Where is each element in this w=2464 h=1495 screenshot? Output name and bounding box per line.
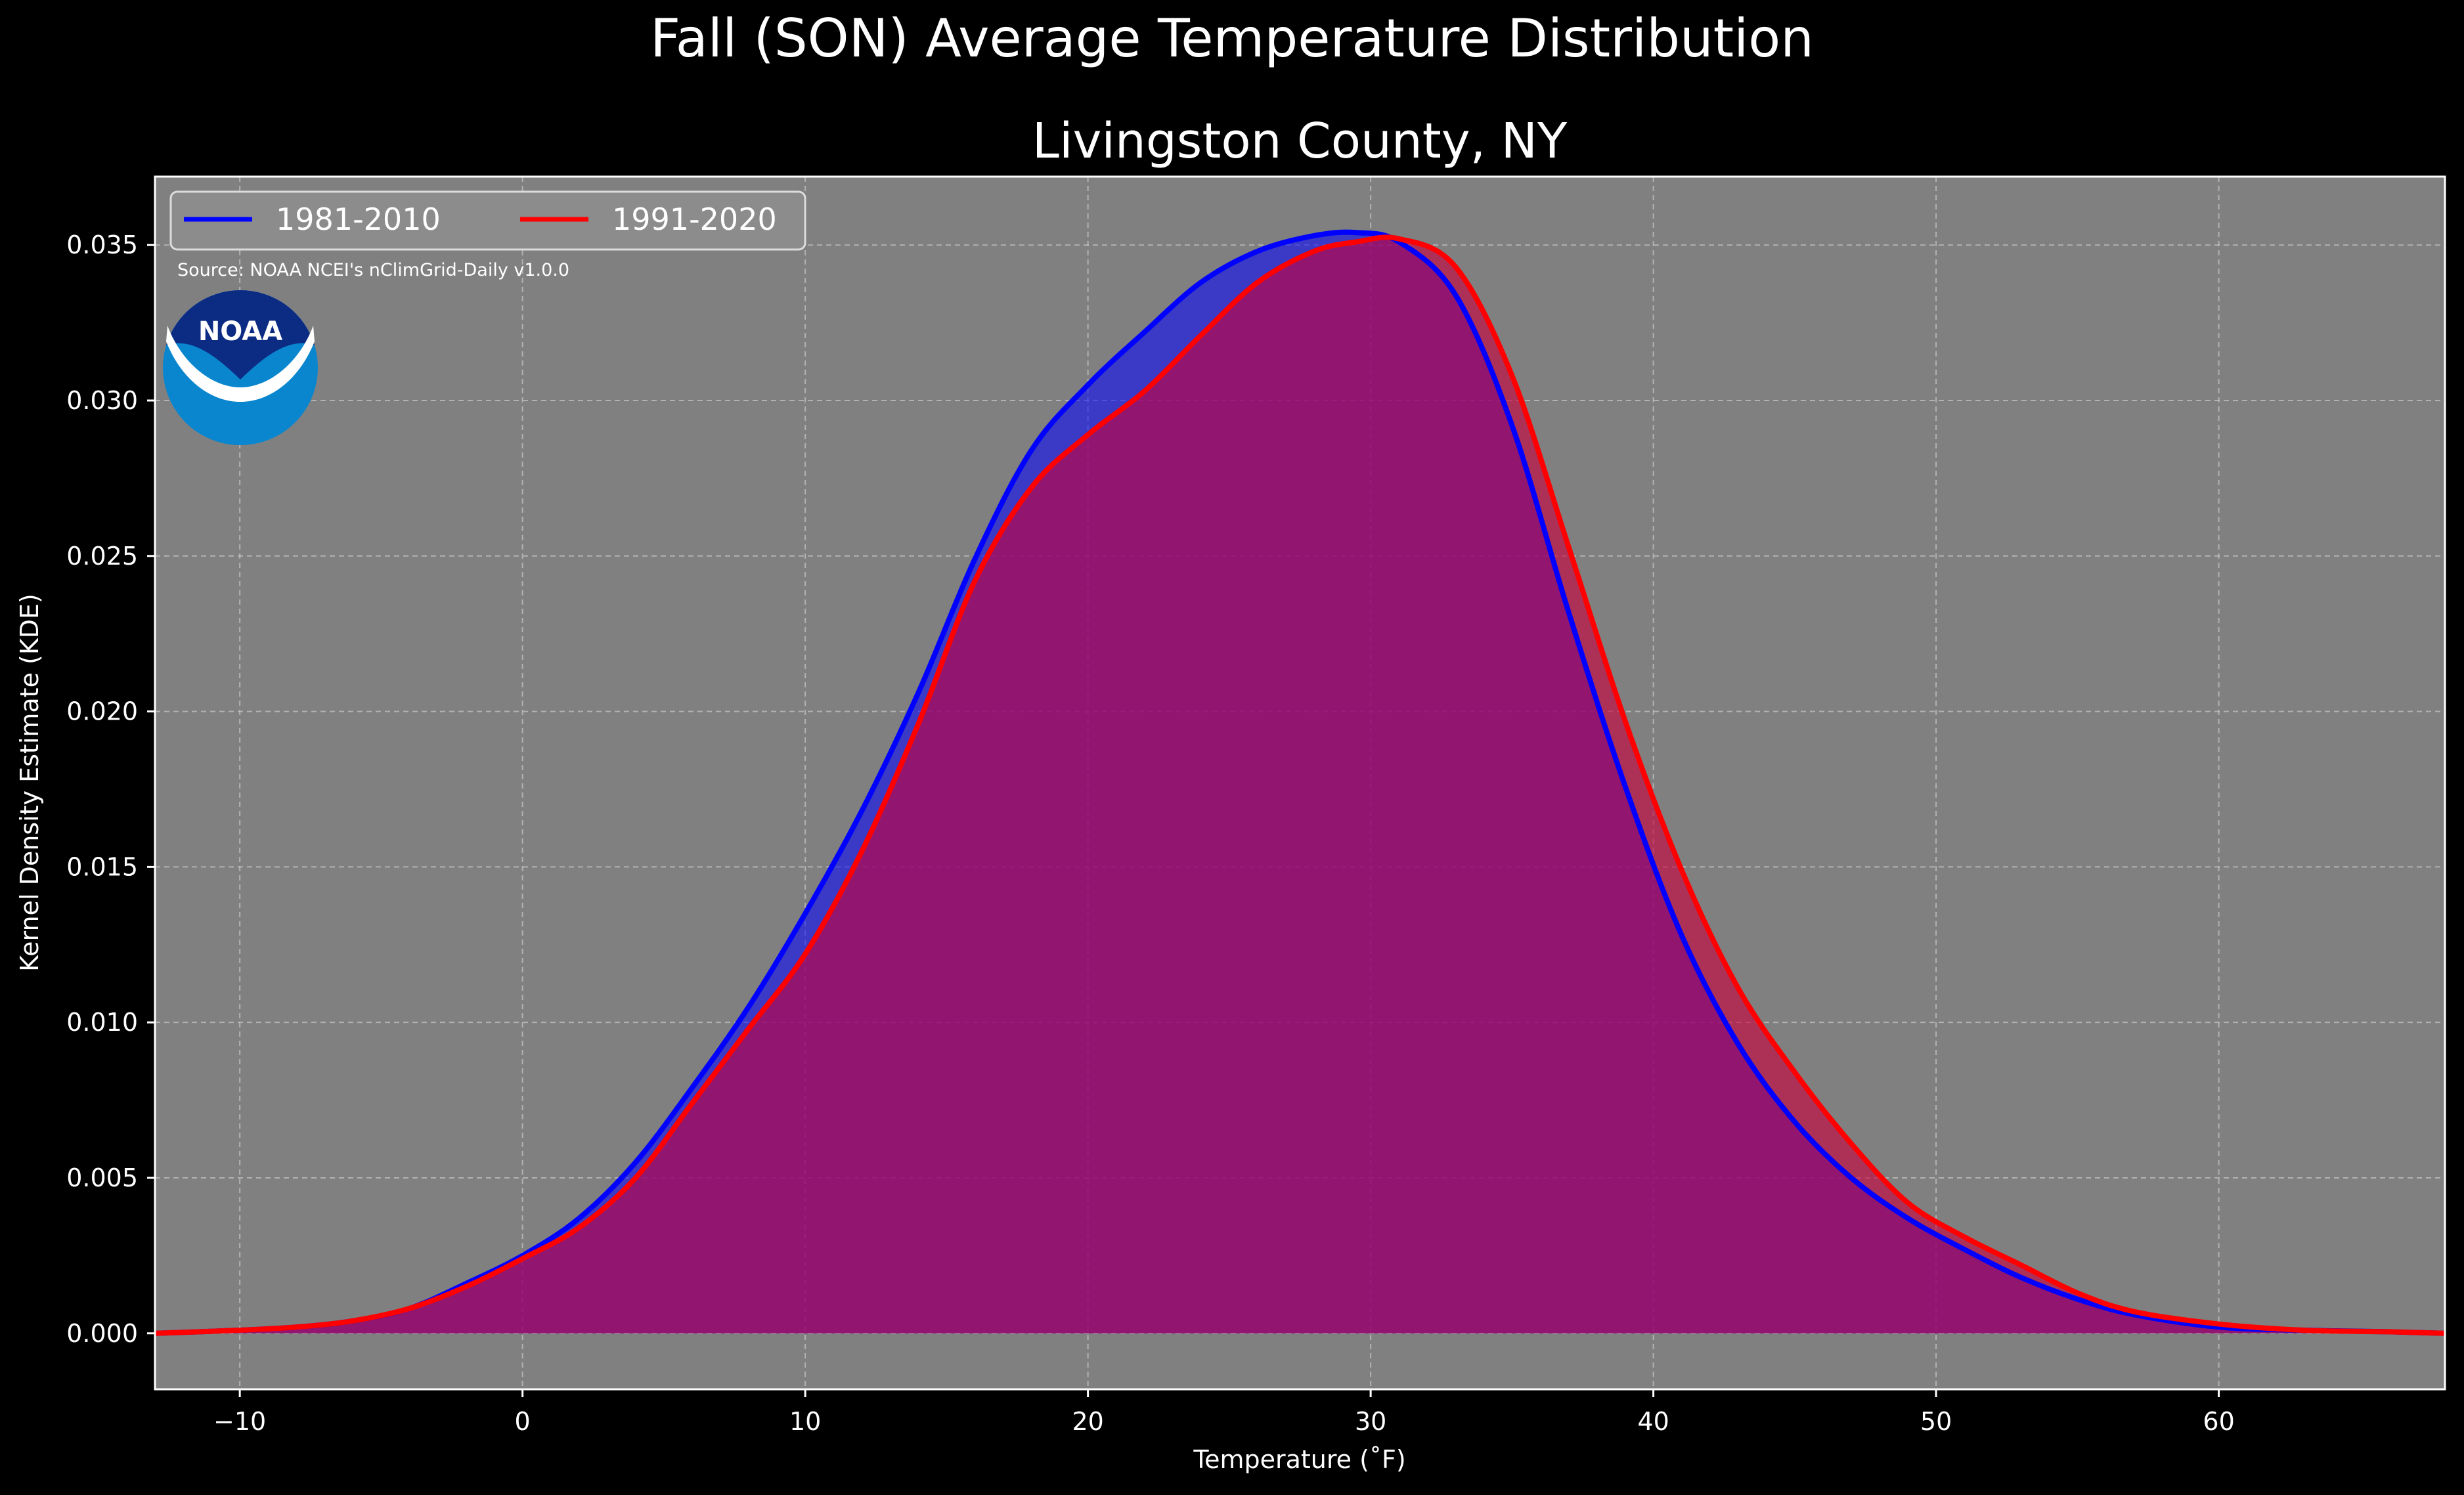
- x-tick-label: 10: [789, 1407, 821, 1436]
- chart-subtitle: Livingston County, NY: [1032, 113, 1568, 169]
- y-axis-ticks: 0.000 0.005 0.010 0.015 0.020 0.025 0.030 0.035: [66, 230, 155, 1348]
- y-tick-label: 0.015: [66, 852, 138, 881]
- series-line-1981-2010: [154, 229, 2446, 1336]
- chart-title: Fall (SON) Average Temperature Distribut…: [650, 8, 1814, 69]
- x-tick-label: 60: [2203, 1407, 2234, 1436]
- plot-frame: [154, 175, 2446, 1391]
- y-tick-label: 0.025: [66, 542, 138, 571]
- y-tick-label: 0.000: [66, 1319, 138, 1348]
- x-tick-label: 50: [1920, 1407, 1952, 1436]
- legend-box: [169, 190, 806, 251]
- y-tick-label: 0.020: [66, 697, 138, 726]
- x-tick-label: 0: [515, 1407, 531, 1436]
- legend-label-1981-2010: 1981-2010: [276, 202, 441, 237]
- x-tick-label: 40: [1637, 1407, 1669, 1436]
- noaa-logo: NOAA: [163, 290, 318, 445]
- series-line-1991-2020: [154, 234, 2446, 1336]
- x-tick-label: 30: [1355, 1407, 1386, 1436]
- x-tick-label: 20: [1072, 1407, 1103, 1436]
- x-axis-label: Temperature (˚F): [1193, 1445, 1405, 1474]
- y-tick-label: 0.010: [66, 1008, 138, 1037]
- legend-label-1991-2020: 1991-2020: [612, 202, 777, 237]
- y-tick-label: 0.005: [66, 1163, 138, 1192]
- x-axis-ticks: −10 0 10 20 30 40 50 60: [213, 1389, 2235, 1436]
- x-tick-label: −10: [213, 1407, 266, 1436]
- y-tick-label: 0.035: [66, 230, 138, 259]
- noaa-logo-text: NOAA: [198, 316, 282, 347]
- legend: 1981-2010 1991-2020: [169, 190, 806, 251]
- y-axis-label: Kernel Density Estimate (KDE): [15, 594, 44, 972]
- y-tick-label: 0.030: [66, 386, 138, 415]
- source-note: Source: NOAA NCEI's nClimGrid-Daily v1.0…: [177, 260, 569, 280]
- series-lines: [154, 229, 2446, 1336]
